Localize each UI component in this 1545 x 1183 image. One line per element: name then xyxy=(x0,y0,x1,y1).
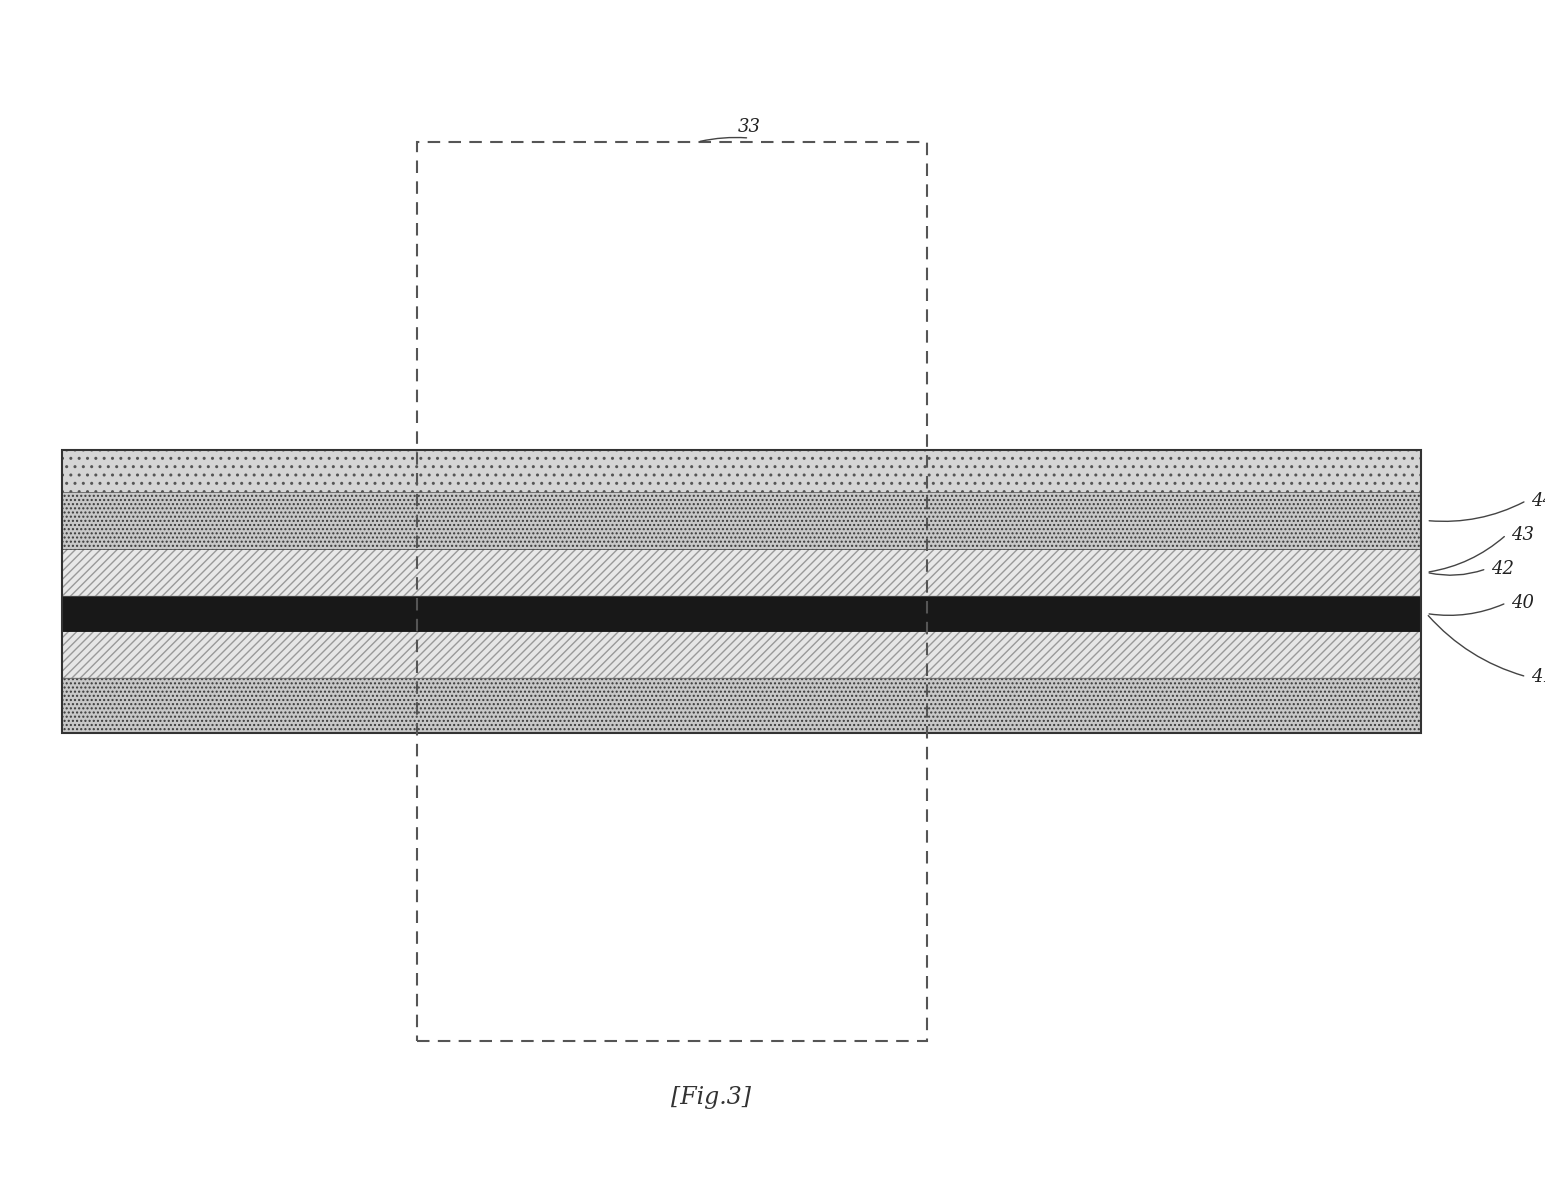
Bar xyxy=(62,678,1421,733)
Bar xyxy=(417,142,927,450)
Bar xyxy=(62,596,1421,632)
Bar xyxy=(62,492,1421,549)
Text: 41: 41 xyxy=(1531,667,1545,686)
Text: 43: 43 xyxy=(1511,525,1534,544)
Text: 42: 42 xyxy=(1491,560,1514,577)
Text: 40: 40 xyxy=(1511,594,1534,612)
Text: 44: 44 xyxy=(1531,492,1545,510)
Bar xyxy=(62,450,1421,492)
Bar xyxy=(417,733,927,1041)
Text: 33: 33 xyxy=(739,118,760,136)
Bar xyxy=(62,450,1421,733)
Bar xyxy=(417,142,927,1041)
Bar xyxy=(62,549,1421,596)
Text: [Fig.3]: [Fig.3] xyxy=(671,1086,751,1110)
Bar xyxy=(62,632,1421,678)
